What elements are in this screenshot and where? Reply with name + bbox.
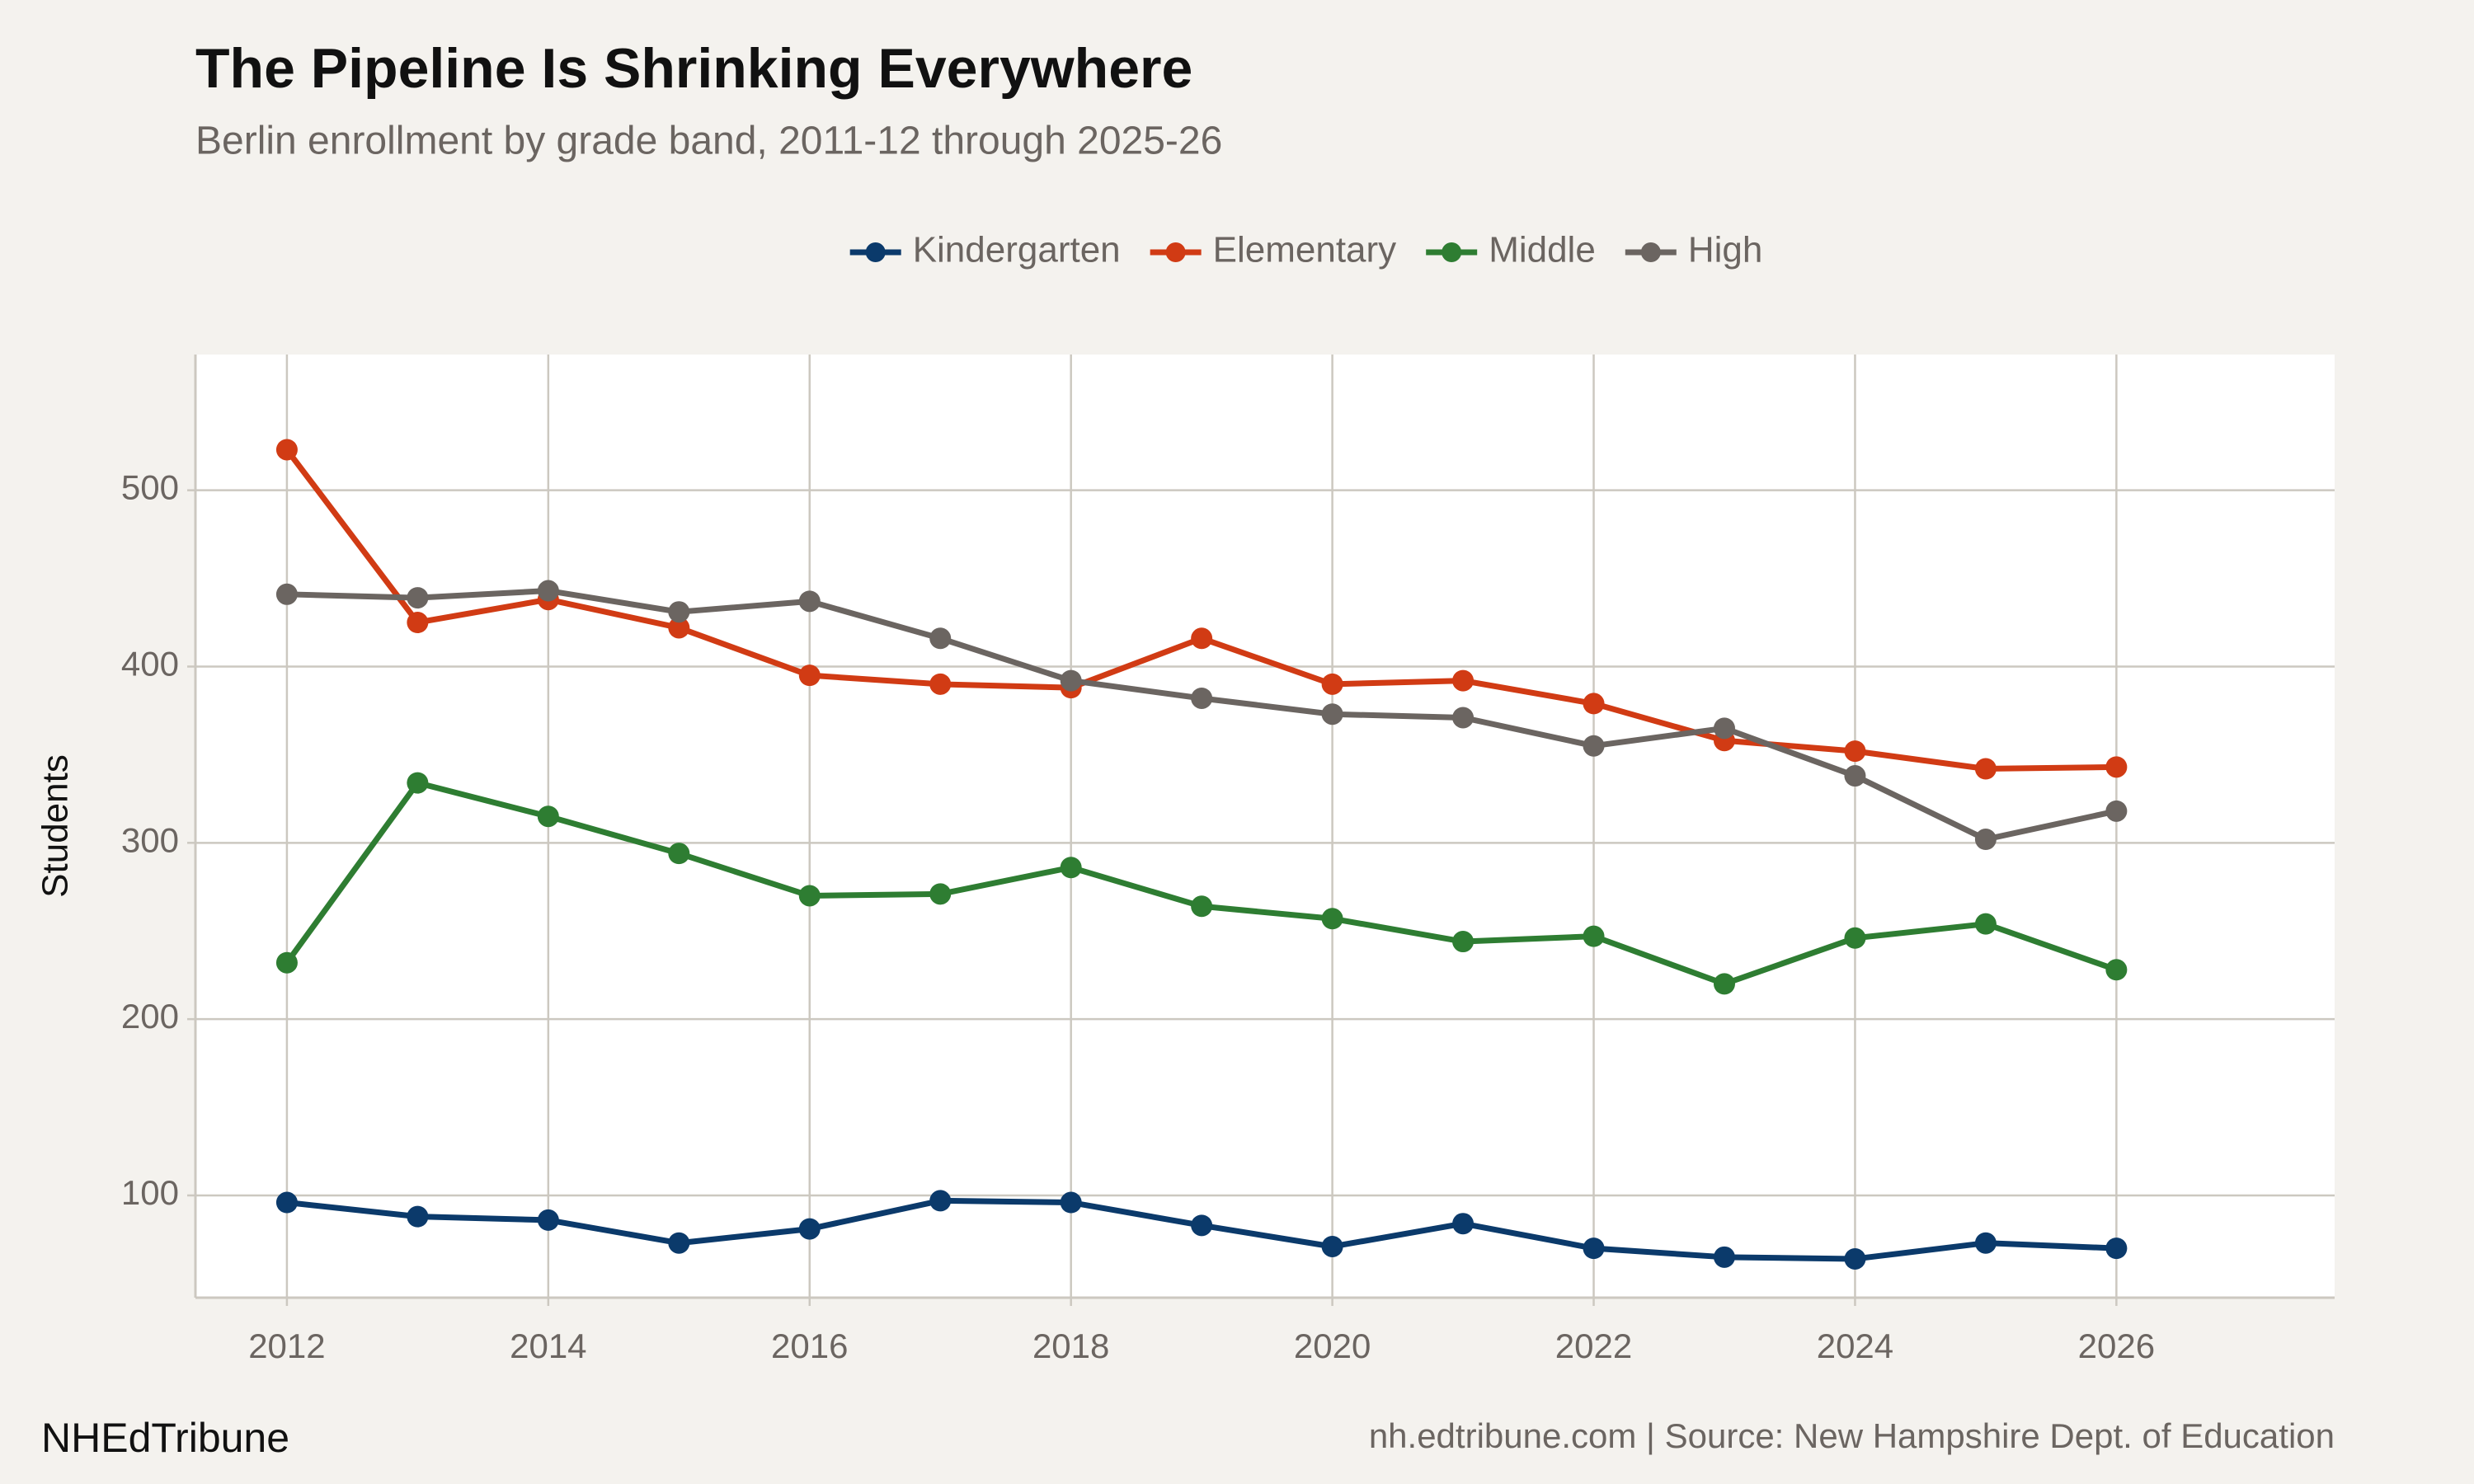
data-point [1321,908,1343,930]
data-point [668,843,690,865]
data-point [668,601,690,623]
x-tick-label: 2016 [771,1327,848,1365]
data-point [2105,959,2128,981]
data-point [1060,1191,1082,1214]
data-point [1583,735,1605,757]
data-point [1974,758,1997,780]
data-point [537,580,559,602]
data-point [275,1191,298,1214]
legend-label: Middle [1489,230,1596,270]
data-point [275,583,298,605]
data-point [1974,1232,1997,1254]
x-tick-label: 2022 [1555,1327,1632,1365]
x-tick-label: 2020 [1294,1327,1371,1365]
data-point [1060,669,1082,692]
data-point [1321,673,1343,695]
data-point [1321,1235,1343,1257]
data-point [929,673,952,695]
data-point [1844,1247,1866,1270]
legend-key-point [1442,242,1462,262]
x-tick-label: 2024 [1817,1327,1893,1365]
legend-key-point [1165,242,1186,262]
data-point [1583,1237,1605,1260]
data-point [1713,1246,1735,1268]
data-point [537,805,559,828]
data-point [2105,1237,2128,1260]
y-tick-label: 200 [121,997,179,1036]
legend-label: Kindergarten [913,230,1121,270]
data-point [1191,627,1213,650]
data-point [929,627,952,650]
data-point [1974,913,1997,935]
data-point [1452,707,1475,729]
data-point [1713,717,1735,740]
data-point [798,885,821,907]
data-point [668,617,690,639]
brand: NHEdTribune [41,1415,289,1461]
data-point [275,951,298,974]
y-tick-label: 300 [121,820,179,859]
y-tick-label: 100 [121,1173,179,1212]
data-point [1060,857,1082,879]
x-tick-label: 2012 [248,1327,325,1365]
data-point [929,883,952,905]
data-point [798,1218,821,1240]
x-tick-label: 2026 [2078,1327,2155,1365]
legend-label: High [1688,230,1763,270]
data-point [407,772,429,794]
legend-label: Elementary [1213,230,1397,270]
data-point [798,665,821,687]
data-point [1583,925,1605,947]
data-point [2105,756,2128,778]
data-point [1191,1214,1213,1237]
data-point [1452,1213,1475,1235]
data-point [1713,973,1735,995]
data-point [407,1205,429,1228]
y-tick-label: 400 [121,645,179,683]
chart-title: The Pipeline Is Shrinking Everywhere [195,37,1192,100]
legend-key-point [865,242,886,262]
y-tick-label: 500 [121,468,179,507]
data-point [275,439,298,461]
data-point [668,1232,690,1254]
data-point [1974,829,1997,851]
data-point [1321,703,1343,726]
data-point [1844,927,1866,949]
x-tick-label: 2018 [1032,1327,1109,1365]
data-point [1844,740,1866,763]
data-point [798,590,821,613]
data-point [1583,693,1605,715]
chart-subtitle: Berlin enrollment by grade band, 2011-12… [195,120,1222,163]
data-point [2105,800,2128,822]
plot-panel [195,355,2335,1298]
data-point [407,612,429,634]
source-note: nh.edtribune.com | Source: New Hampshire… [1369,1416,2335,1455]
data-point [407,587,429,609]
legend-key-point [1640,242,1661,262]
data-point [537,1209,559,1231]
x-tick-label: 2014 [510,1327,586,1365]
data-point [929,1190,952,1212]
y-axis-label: Students [35,754,76,898]
data-point [1452,669,1475,692]
data-point [1191,687,1213,709]
data-point [1844,765,1866,787]
data-point [1452,931,1475,953]
data-point [1191,895,1213,918]
